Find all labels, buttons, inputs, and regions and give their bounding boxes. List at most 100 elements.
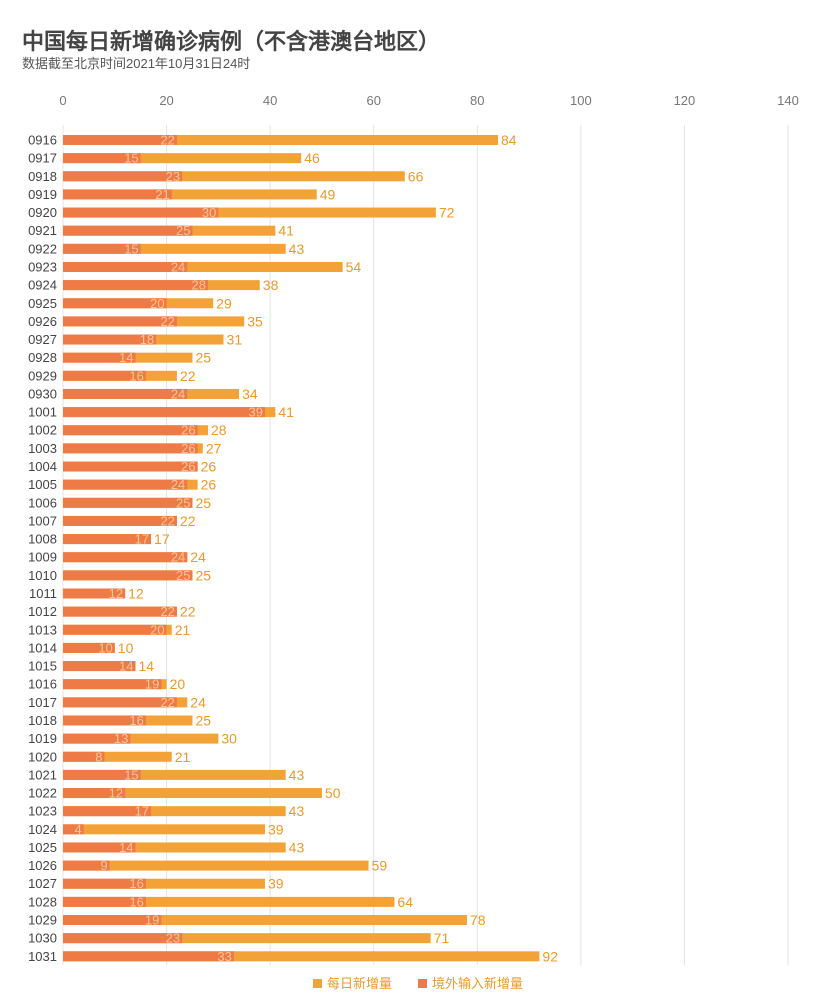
imported-value-label: 17 — [135, 804, 149, 819]
total-bar — [63, 842, 286, 853]
category-label: 1009 — [28, 550, 57, 565]
imported-value-label: 9 — [100, 858, 107, 873]
legend-label: 每日新增量 — [327, 976, 392, 991]
total-value-label: 43 — [289, 241, 305, 257]
category-label: 1017 — [28, 695, 57, 710]
imported-value-label: 16 — [129, 368, 143, 383]
total-bar — [63, 261, 343, 272]
imported-bar — [63, 570, 193, 581]
total-value-label: 46 — [304, 150, 320, 166]
imported-bar — [63, 316, 177, 327]
imported-value-label: 28 — [192, 278, 206, 293]
imported-bar — [63, 135, 177, 145]
imported-value-label: 13 — [114, 731, 128, 746]
total-value-label: 27 — [206, 440, 222, 456]
imported-bar — [63, 534, 152, 545]
total-value-label: 41 — [278, 223, 294, 239]
category-label: 1002 — [28, 423, 57, 438]
total-value-label: 28 — [211, 422, 227, 438]
total-value-label: 49 — [320, 186, 336, 202]
category-label: 1020 — [28, 749, 57, 764]
imported-bar — [63, 461, 198, 472]
total-bar — [63, 769, 286, 780]
imported-bar — [63, 407, 265, 418]
imported-value-label: 25 — [176, 223, 190, 238]
total-bar — [63, 878, 265, 889]
imported-value-label: 15 — [124, 151, 138, 166]
category-label: 0919 — [28, 187, 57, 202]
total-value-label: 38 — [263, 277, 279, 293]
category-label: 1030 — [28, 931, 57, 946]
imported-value-label: 24 — [171, 550, 185, 565]
category-label: 1025 — [28, 840, 57, 855]
category-label: 1015 — [28, 659, 57, 674]
total-value-label: 31 — [227, 332, 243, 348]
imported-bar — [63, 443, 198, 454]
total-value-label: 41 — [278, 404, 294, 420]
imported-bar — [63, 479, 188, 490]
imported-value-label: 19 — [145, 677, 159, 692]
total-value-label: 12 — [128, 586, 144, 602]
imported-value-label: 20 — [150, 296, 164, 311]
legend-label: 境外输入新增量 — [432, 976, 523, 991]
x-tick-label: 100 — [570, 93, 592, 108]
imported-bar — [63, 842, 136, 853]
total-value-label: 22 — [180, 513, 196, 529]
total-value-label: 17 — [154, 531, 170, 547]
x-tick-label: 80 — [470, 93, 484, 108]
category-label: 1006 — [28, 495, 57, 510]
imported-bar — [63, 497, 193, 508]
category-label: 1022 — [28, 786, 57, 801]
imported-value-label: 23 — [166, 169, 180, 184]
imported-value-label: 22 — [160, 133, 174, 148]
imported-bar — [63, 298, 167, 309]
imported-value-label: 18 — [140, 332, 154, 347]
imported-bar — [63, 207, 219, 218]
total-value-label: 50 — [325, 785, 341, 801]
imported-bar — [63, 153, 141, 164]
total-bar — [63, 915, 467, 926]
x-tick-label: 20 — [159, 93, 173, 108]
category-label: 1024 — [28, 822, 57, 837]
category-label: 1001 — [28, 405, 57, 420]
imported-bar — [63, 915, 162, 926]
imported-value-label: 30 — [202, 205, 216, 220]
imported-bar — [63, 243, 141, 254]
imported-bar — [63, 334, 157, 345]
category-label: 0927 — [28, 332, 57, 347]
category-label: 1021 — [28, 767, 57, 782]
imported-value-label: 16 — [129, 876, 143, 891]
imported-value-label: 26 — [181, 423, 195, 438]
total-bar — [63, 951, 540, 962]
category-label: 0925 — [28, 296, 57, 311]
category-label: 1008 — [28, 532, 57, 547]
category-label: 1023 — [28, 804, 57, 819]
imported-value-label: 24 — [171, 477, 185, 492]
x-tick-label: 40 — [263, 93, 277, 108]
total-value-label: 21 — [175, 622, 191, 638]
category-label: 1011 — [29, 586, 57, 601]
legend-swatch — [418, 979, 427, 988]
imported-value-label: 22 — [160, 314, 174, 329]
imported-bar — [63, 933, 183, 944]
imported-bar — [63, 171, 183, 182]
category-label: 0920 — [28, 205, 57, 220]
category-label: 1026 — [28, 858, 57, 873]
total-value-label: 30 — [221, 731, 237, 747]
category-label: 1005 — [28, 477, 57, 492]
imported-bar — [63, 515, 177, 526]
category-label: 1031 — [28, 949, 57, 964]
total-value-label: 43 — [289, 767, 305, 783]
imported-bar — [63, 189, 172, 200]
imported-value-label: 33 — [217, 949, 231, 964]
imported-value-label: 14 — [119, 840, 133, 855]
total-bar — [63, 933, 431, 944]
imported-bar — [63, 697, 177, 708]
total-value-label: 59 — [372, 858, 388, 874]
total-value-label: 24 — [190, 549, 206, 565]
total-value-label: 43 — [289, 839, 305, 855]
category-label: 0917 — [28, 151, 57, 166]
category-label: 1012 — [28, 604, 57, 619]
category-label: 0924 — [28, 278, 57, 293]
total-value-label: 24 — [190, 694, 206, 710]
